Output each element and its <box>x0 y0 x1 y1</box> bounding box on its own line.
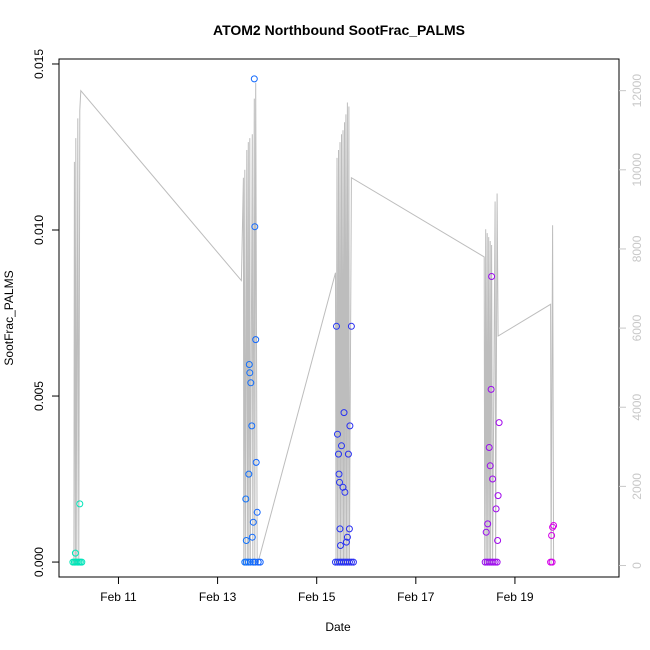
data-point <box>78 558 86 566</box>
data-point <box>340 409 348 417</box>
data-point <box>247 379 255 387</box>
data-point <box>344 450 352 458</box>
data-point <box>252 336 260 344</box>
y2-tick-label: 8000 <box>630 235 644 262</box>
data-point <box>346 422 354 430</box>
data-point <box>76 500 84 508</box>
data-point <box>245 470 253 478</box>
data-point <box>495 419 503 427</box>
data-point <box>494 492 502 500</box>
data-point <box>246 369 254 377</box>
data-point <box>242 495 250 503</box>
data-point <box>349 558 357 566</box>
data-point <box>248 533 256 541</box>
data-point <box>256 558 264 566</box>
data-point <box>246 558 254 566</box>
data-point <box>345 558 353 566</box>
chart-title: ATOM2 Northbound SootFrac_PALMS <box>213 22 465 38</box>
data-point <box>244 558 252 566</box>
data-point <box>494 537 502 544</box>
data-point <box>484 520 492 528</box>
x-tick-label: Feb 13 <box>199 590 237 604</box>
data-point <box>486 462 494 470</box>
data-point <box>249 518 257 526</box>
data-point <box>249 558 257 566</box>
data-point <box>488 273 496 280</box>
data-point <box>343 533 351 541</box>
data-point <box>338 442 345 450</box>
data-point <box>548 532 556 539</box>
data-point <box>253 508 261 516</box>
data-points-layer <box>69 75 558 566</box>
data-point <box>550 522 558 529</box>
y-axis: 0.000 0.005 0.010 0.015 <box>32 49 59 577</box>
data-point <box>245 361 253 368</box>
y-tick-label: 0.005 <box>32 381 46 411</box>
data-point <box>335 450 342 458</box>
data-point <box>492 505 500 513</box>
data-point <box>347 322 355 330</box>
data-point <box>342 538 350 546</box>
data-point <box>493 558 501 566</box>
data-point <box>489 558 497 566</box>
y-axis-label: SootFrac_PALMS <box>2 270 16 365</box>
data-point <box>485 444 493 451</box>
data-point <box>347 558 355 566</box>
data-point <box>242 537 250 544</box>
x-axis-label: Date <box>325 620 351 634</box>
altitude-trace-layer <box>73 82 555 566</box>
x-tick-label: Feb 17 <box>397 590 435 604</box>
data-point <box>345 525 353 533</box>
data-point <box>549 523 557 531</box>
x-tick-label: Feb 19 <box>496 590 534 604</box>
y2-tick-label: 6000 <box>630 314 644 341</box>
altitude-line <box>73 82 555 566</box>
y2-tick-label: 2000 <box>630 473 644 500</box>
x-axis: Feb 11 Feb 13 Feb 15 Feb 17 Feb 19 <box>100 577 534 604</box>
data-point <box>489 475 497 483</box>
x-tick-label: Feb 11 <box>100 590 137 604</box>
data-point <box>336 525 344 533</box>
data-point <box>337 542 344 549</box>
data-point <box>333 322 340 330</box>
data-point <box>491 558 499 566</box>
data-point <box>248 422 256 430</box>
data-point <box>482 528 490 536</box>
data-point <box>251 558 259 566</box>
y2-tick-label: 4000 <box>630 394 644 421</box>
data-point <box>242 558 250 566</box>
data-point <box>252 458 260 466</box>
data-point <box>251 223 259 231</box>
y2-axis: 0 2000 4000 6000 8000 10000 12000 <box>619 74 644 569</box>
y2-tick-label: 0 <box>630 562 644 569</box>
plot-frame <box>58 58 620 578</box>
data-point <box>335 470 343 478</box>
data-point <box>548 558 556 566</box>
data-point <box>250 75 258 83</box>
data-point <box>336 478 343 486</box>
y-tick-label: 0.000 <box>32 547 46 577</box>
data-point <box>341 488 349 496</box>
data-point <box>254 558 262 566</box>
y2-tick-label: 12000 <box>630 74 644 108</box>
x-tick-label: Feb 15 <box>298 590 336 604</box>
y-tick-label: 0.015 <box>32 49 46 79</box>
data-point <box>71 549 79 557</box>
data-point <box>487 385 495 393</box>
y-tick-label: 0.010 <box>32 215 46 245</box>
data-point <box>334 430 341 438</box>
y2-tick-label: 10000 <box>630 153 644 187</box>
